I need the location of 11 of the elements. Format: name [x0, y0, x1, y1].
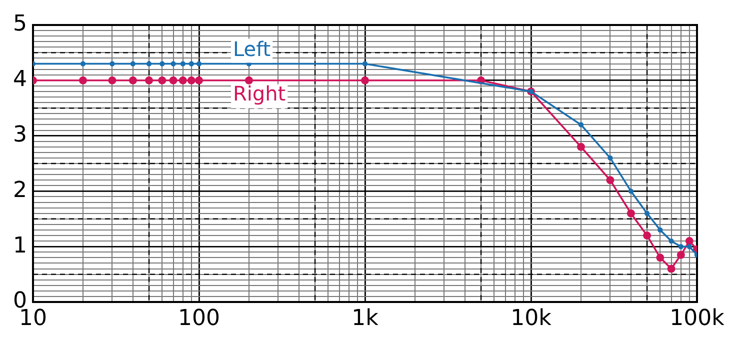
y-tick-label: 5: [13, 12, 27, 37]
series-label: Left: [232, 36, 271, 61]
x-tick-label: 100: [178, 306, 220, 331]
y-tick-label: 2: [13, 178, 27, 203]
x-tick-label: 10k: [510, 306, 552, 331]
y-tick-label: 1: [13, 233, 27, 258]
series-label: Right: [232, 82, 286, 106]
x-tick-label: 1k: [352, 306, 379, 331]
y-tick-label: 4: [13, 67, 27, 92]
x-tick-label: 100k: [670, 306, 725, 331]
y-tick-label: 3: [13, 122, 27, 148]
